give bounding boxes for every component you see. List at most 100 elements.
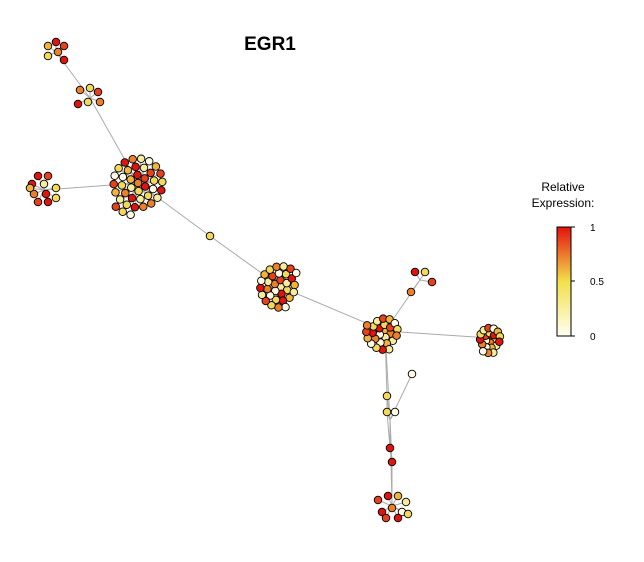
network-node <box>122 200 132 209</box>
network-node <box>286 264 295 273</box>
network-node <box>121 188 130 198</box>
network-node <box>281 302 290 312</box>
network-node <box>279 262 288 271</box>
network-node <box>126 210 135 219</box>
network-node <box>382 391 392 401</box>
network-node <box>111 188 120 197</box>
network-node <box>410 267 420 277</box>
network-node <box>146 168 155 178</box>
network-node <box>33 197 43 207</box>
network-node <box>427 277 437 287</box>
network-node <box>403 509 413 519</box>
network-node <box>381 513 391 523</box>
network-node <box>149 176 159 185</box>
network-node <box>387 503 397 513</box>
network-node <box>25 183 35 193</box>
network-node <box>407 369 417 379</box>
network-node <box>260 270 269 279</box>
network-node <box>373 495 383 505</box>
backbone-edge <box>137 182 211 237</box>
network-node <box>387 457 397 467</box>
network-node <box>29 189 39 199</box>
network-node <box>289 287 299 297</box>
network-node <box>73 99 83 109</box>
network-node <box>59 41 69 51</box>
legend-title-line1: Relative <box>541 180 585 194</box>
network-node <box>281 269 291 279</box>
network-node <box>43 171 53 181</box>
network-node <box>256 283 265 293</box>
network-node <box>153 193 162 203</box>
network-node <box>274 303 283 312</box>
network-node <box>109 179 118 189</box>
network-node <box>95 97 105 107</box>
network-node <box>205 231 215 241</box>
node-layer <box>25 37 505 523</box>
network-node <box>117 181 127 190</box>
network-node <box>140 174 149 183</box>
network-node <box>85 83 95 93</box>
network-node <box>39 179 49 189</box>
network-node <box>118 207 127 216</box>
network-node <box>83 97 93 107</box>
network-node <box>127 193 137 203</box>
network-node <box>126 175 135 184</box>
network-node <box>93 87 103 97</box>
legend-tick-max: 1 <box>590 223 596 234</box>
network-node <box>118 172 128 182</box>
network-node <box>151 162 161 171</box>
network-node <box>257 290 267 300</box>
network-node <box>392 331 401 340</box>
network-node <box>133 178 143 188</box>
network-node <box>495 337 504 346</box>
network-node <box>383 491 393 501</box>
network-node <box>382 407 392 417</box>
figure-title: EGR1 <box>244 34 296 55</box>
color-legend: Relative Expression: 1 0.5 0 <box>532 180 605 343</box>
network-node <box>158 177 167 187</box>
network-node <box>123 166 133 175</box>
network-node <box>115 195 125 204</box>
network-node <box>139 202 148 212</box>
network-node <box>385 443 395 453</box>
network-node <box>401 497 411 507</box>
network-node <box>420 267 430 277</box>
network-node <box>41 189 51 199</box>
network-node <box>127 183 136 192</box>
network-node <box>290 280 299 290</box>
network-node <box>131 162 140 172</box>
network-node <box>136 194 145 204</box>
network-node <box>144 157 154 166</box>
legend-color-bar <box>556 226 572 337</box>
network-node <box>406 287 416 297</box>
network-node <box>393 513 403 523</box>
legend-tick-min: 0 <box>590 332 596 343</box>
network-node <box>111 202 121 211</box>
network-node <box>136 154 146 164</box>
network-node <box>390 407 400 417</box>
network-node <box>291 268 301 278</box>
network-node <box>43 51 53 61</box>
network-node <box>59 55 69 65</box>
chain-edge <box>386 411 391 449</box>
network-node <box>478 347 488 356</box>
network-node <box>157 186 166 195</box>
legend-title-line2: Expression: <box>532 196 595 210</box>
network-node <box>148 184 158 194</box>
network-node <box>134 186 143 196</box>
network-node <box>133 170 142 180</box>
network-node <box>143 191 153 200</box>
network-node <box>43 41 53 51</box>
network-node <box>267 301 276 310</box>
network-node <box>141 182 150 191</box>
network-node <box>146 199 156 208</box>
network-node <box>51 37 61 47</box>
network-node <box>128 154 137 164</box>
network-node <box>43 197 53 207</box>
network-node <box>33 171 43 181</box>
network-node <box>377 507 387 517</box>
network-node <box>156 169 165 178</box>
network-node <box>51 193 61 203</box>
network-node <box>261 296 271 306</box>
